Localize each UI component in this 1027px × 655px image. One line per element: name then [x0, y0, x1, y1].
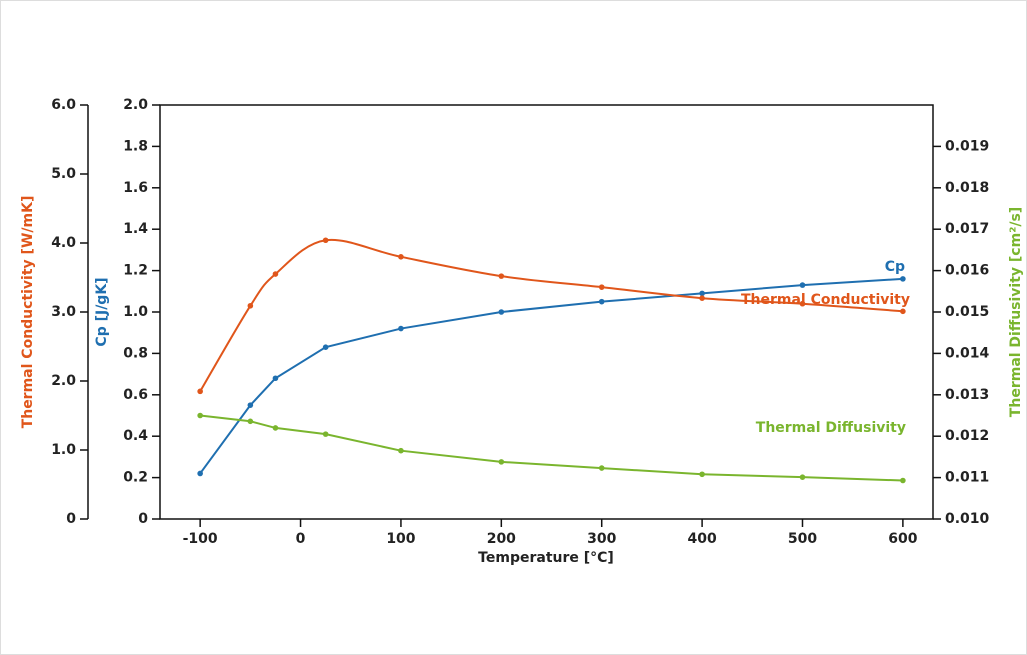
y-tick-label: 1.4 [123, 221, 148, 237]
y2-tick-label: 0.014 [945, 345, 990, 361]
data-point [598, 298, 605, 305]
data-point [272, 425, 279, 431]
x-tick-label: 400 [687, 531, 716, 547]
y-tick-label: 0.6 [123, 387, 148, 403]
data-point [900, 276, 906, 282]
y2-tick-label: 0.011 [945, 470, 989, 486]
series-label: Cp [885, 259, 905, 275]
data-point [598, 465, 605, 471]
y3-tick-label: 1.0 [51, 442, 76, 458]
data-point [398, 447, 404, 454]
series-line [200, 414, 903, 482]
y-tick-label: 1.2 [123, 263, 148, 279]
y-tick-label: 1.0 [123, 304, 148, 320]
y2-tick-label: 0.016 [945, 263, 989, 279]
data-point [498, 273, 505, 279]
data-point [699, 295, 705, 302]
data-point [799, 300, 806, 307]
y3-tick-label: 4.0 [51, 235, 76, 251]
y-tick-label: 2.0 [123, 97, 148, 113]
data-point [598, 284, 605, 290]
data-point [699, 471, 705, 478]
y2-tick-label: 0.010 [945, 511, 990, 527]
series-line [199, 238, 903, 392]
y3-tick-label: 3.0 [51, 304, 76, 320]
y-tick-label: 1.6 [123, 180, 148, 196]
y2-tick-label: 0.017 [945, 221, 989, 237]
series-label: Thermal Conductivity [741, 292, 910, 308]
y3-tick-label: 2.0 [51, 373, 76, 389]
data-point [272, 271, 279, 277]
y2-tick-label: 0.013 [945, 387, 989, 403]
y2-tick-label: 0.018 [945, 180, 989, 196]
data-point [498, 309, 505, 315]
y3-axis-title: Thermal Conductivity [W/mK] [20, 196, 36, 429]
x-tick-label: 500 [788, 531, 817, 547]
y2-tick-label: 0.015 [945, 304, 989, 320]
y3-tick-label: 6.0 [51, 97, 76, 113]
x-axis-title: Temperature [°C] [478, 550, 614, 566]
y-tick-label: 0.8 [123, 345, 148, 361]
data-point [498, 459, 505, 465]
x-tick-label: -100 [183, 531, 218, 547]
y-axis-title: Cp [J/gK] [94, 277, 110, 346]
data-point [900, 308, 906, 315]
y3-tick-label: 5.0 [51, 166, 76, 182]
y2-tick-label: 0.019 [945, 138, 989, 154]
x-tick-label: 200 [487, 531, 516, 547]
data-point [197, 412, 203, 419]
data-point [322, 431, 329, 437]
series-line [199, 277, 903, 475]
y2-tick-label: 0.012 [945, 428, 989, 444]
x-tick-label: 600 [888, 531, 917, 547]
series-label: Thermal Diffusivity [756, 420, 906, 436]
data-point [799, 474, 806, 480]
data-point [322, 237, 329, 244]
data-point [398, 325, 404, 332]
data-point [799, 282, 806, 288]
y3-tick-label: 0 [66, 511, 76, 527]
data-point [247, 418, 254, 425]
data-point [247, 302, 254, 309]
data-point [699, 290, 705, 297]
y2-axis-title: Thermal Diffusivity [cm²/s] [1008, 207, 1024, 417]
data-point [247, 402, 254, 408]
x-tick-label: 0 [296, 531, 306, 547]
data-point [197, 388, 203, 395]
y-tick-label: 0 [138, 511, 148, 527]
data-point [197, 470, 203, 477]
data-point [398, 253, 404, 260]
y-tick-label: 0.4 [123, 428, 148, 444]
y-tick-label: 1.8 [123, 138, 148, 154]
x-tick-label: 300 [587, 531, 616, 547]
x-tick-label: 100 [386, 531, 415, 547]
data-point [900, 477, 906, 484]
y-tick-label: 0.2 [123, 470, 148, 486]
data-point [272, 375, 279, 382]
data-point [322, 344, 329, 350]
